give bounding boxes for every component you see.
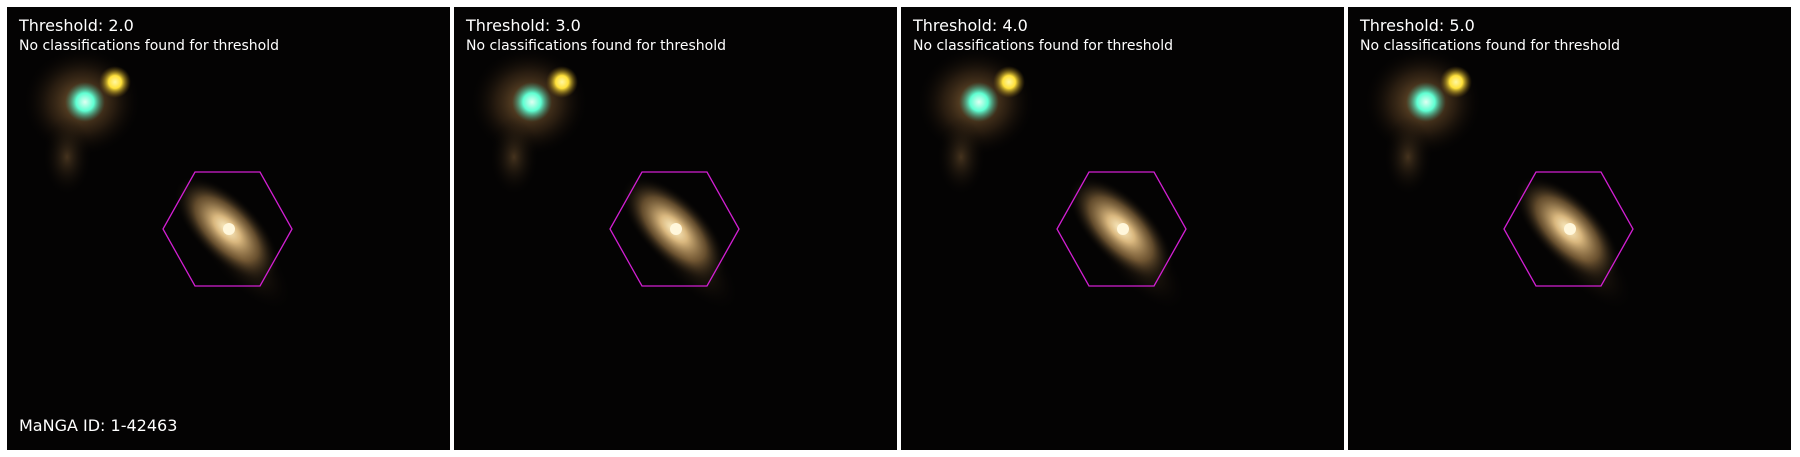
panel-row: Threshold: 2.0 No classifications found … <box>7 7 1793 450</box>
galaxy-panel-threshold-5: Threshold: 5.0 No classifications found … <box>1348 7 1791 450</box>
panel-subtitle: No classifications found for threshold <box>19 38 279 54</box>
panel-subtitle: No classifications found for threshold <box>1360 38 1620 54</box>
panel-title: Threshold: 3.0 <box>466 16 581 35</box>
hexagon-aperture <box>1056 171 1187 287</box>
galaxy-image <box>454 7 897 450</box>
panel-subtitle: No classifications found for threshold <box>913 38 1173 54</box>
galaxy-image <box>1348 7 1791 450</box>
panel-title: Threshold: 4.0 <box>913 16 1028 35</box>
hexagon-aperture <box>1503 171 1634 287</box>
galaxy-panel-threshold-2: Threshold: 2.0 No classifications found … <box>7 7 450 450</box>
panel-subtitle: No classifications found for threshold <box>466 38 726 54</box>
galaxy-image <box>7 7 450 450</box>
galaxy-panel-threshold-3: Threshold: 3.0 No classifications found … <box>454 7 897 450</box>
hexagon-aperture <box>162 171 293 287</box>
galaxy-panel-threshold-4: Threshold: 4.0 No classifications found … <box>901 7 1344 450</box>
panel-title: Threshold: 5.0 <box>1360 16 1475 35</box>
manga-id-label: MaNGA ID: 1-42463 <box>19 416 178 435</box>
panel-title: Threshold: 2.0 <box>19 16 134 35</box>
hexagon-aperture <box>609 171 740 287</box>
galaxy-image <box>901 7 1344 450</box>
